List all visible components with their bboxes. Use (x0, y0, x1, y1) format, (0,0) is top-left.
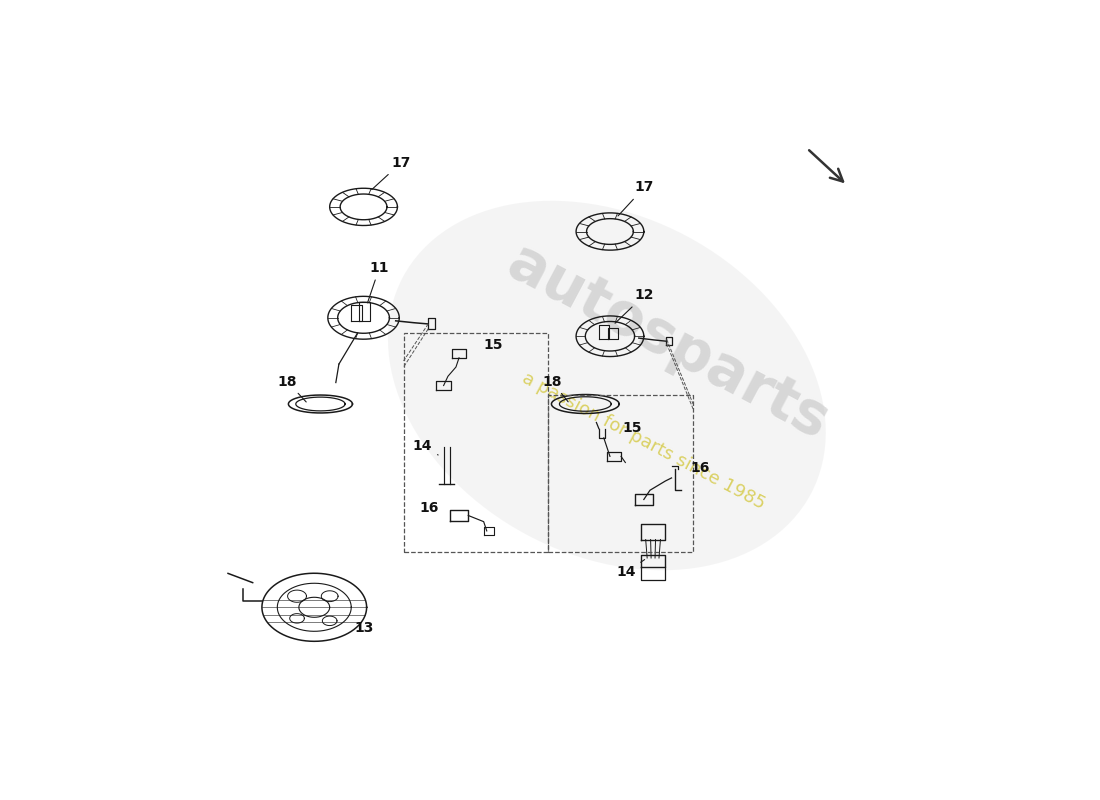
Text: 18: 18 (277, 374, 306, 402)
Text: 11: 11 (367, 261, 389, 303)
Text: 14: 14 (616, 559, 645, 579)
Text: 15: 15 (484, 338, 503, 351)
Ellipse shape (388, 201, 826, 570)
Text: 17: 17 (618, 181, 654, 216)
Text: a passion for parts since 1985: a passion for parts since 1985 (519, 369, 769, 513)
Bar (548, 394, 693, 552)
Text: 12: 12 (615, 288, 654, 323)
Bar (404, 333, 548, 552)
Text: 18: 18 (542, 374, 569, 402)
Text: 16: 16 (419, 501, 439, 515)
Text: 13: 13 (354, 621, 374, 635)
Text: autosparts: autosparts (498, 234, 839, 451)
Text: 15: 15 (623, 421, 641, 434)
Text: 17: 17 (372, 156, 410, 190)
Text: 14: 14 (412, 439, 438, 455)
Text: 16: 16 (690, 461, 710, 474)
